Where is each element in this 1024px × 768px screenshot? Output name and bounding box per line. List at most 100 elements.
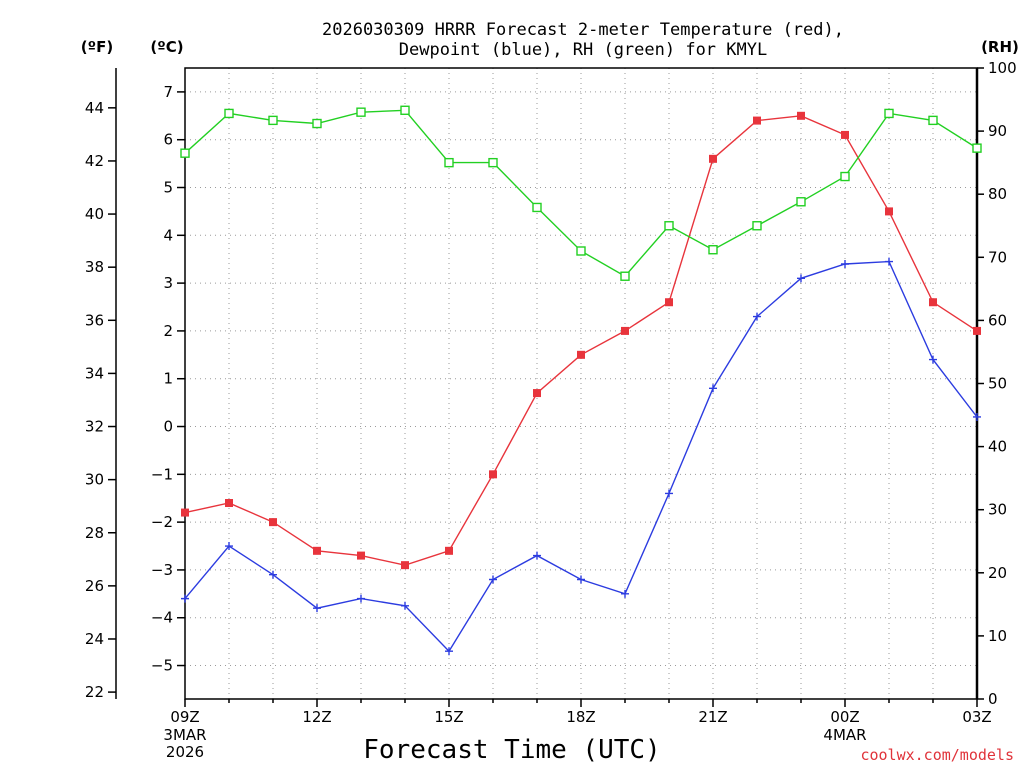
rh-point: [708, 245, 718, 255]
chart-title-line1: 2026030309 HRRR Forecast 2-meter Tempera…: [322, 20, 844, 40]
rh-tick-label: 60: [988, 311, 1007, 329]
temperature-point: [269, 518, 277, 527]
x-tick-label: 18Z: [566, 708, 595, 726]
celsius-tick-label: 1: [163, 370, 173, 388]
dewpoint-point: [885, 257, 893, 266]
temperature-point: [445, 546, 453, 555]
celsius-tick-label: 7: [163, 83, 173, 101]
celsius-tick-label: −5: [151, 657, 173, 675]
dewpoint-point: [577, 575, 585, 584]
dewpoint-point: [533, 551, 541, 560]
x-tick-label: 21Z: [698, 708, 727, 726]
dewpoint-point: [445, 647, 453, 656]
dewpoint-point: [797, 274, 805, 283]
rh-point: [972, 143, 982, 153]
x-tick-label: 15Z: [434, 708, 463, 726]
fahrenheit-tick-label: 24: [85, 630, 104, 648]
dewpoint-point: [753, 312, 761, 321]
fahrenheit-tick-label: 42: [85, 152, 104, 170]
fahrenheit-tick-label: 26: [85, 577, 104, 595]
celsius-tick-label: 4: [163, 226, 173, 244]
celsius-tick-label: 0: [163, 418, 173, 436]
rh-point: [664, 221, 674, 231]
rh-tick-label: 50: [988, 375, 1007, 393]
rh-point: [840, 171, 850, 182]
fahrenheit-tick-label: 22: [85, 683, 104, 701]
rh-point: [444, 157, 454, 168]
temperature-point: [797, 111, 805, 120]
rh-tick-label: 0: [988, 690, 998, 708]
credit-text: coolwx.com/models: [860, 746, 1014, 764]
dewpoint-point: [841, 259, 849, 268]
dewpoint-point: [269, 570, 277, 579]
dewpoint-point: [973, 412, 981, 421]
rh-point: [400, 105, 410, 115]
dewpoint-point: [313, 604, 321, 613]
x-date-label: 4MAR: [823, 726, 866, 744]
dewpoint-point: [489, 575, 497, 584]
celsius-unit-label: (ºC): [150, 38, 183, 56]
rh-point: [884, 108, 894, 119]
celsius-tick-label: −1: [151, 465, 173, 483]
temperature-point: [225, 499, 233, 508]
dewpoint-point: [665, 489, 673, 498]
rh-point: [752, 221, 762, 231]
celsius-tick-label: −4: [151, 609, 173, 627]
temperature-point: [621, 326, 629, 335]
rh-point: [224, 108, 234, 119]
dewpoint-point: [181, 594, 189, 603]
temperature-point: [181, 508, 189, 517]
celsius-tick-label: 3: [163, 274, 173, 292]
grid-lines: [185, 68, 977, 699]
x-tick-label: 12Z: [302, 708, 331, 726]
temperature-point: [973, 326, 981, 335]
rh-point: [928, 115, 938, 126]
fahrenheit-tick-label: 44: [85, 99, 104, 117]
rh-tick-label: 100: [988, 59, 1017, 77]
dewpoint-point: [357, 594, 365, 603]
dewpoint-point: [621, 589, 629, 598]
temperature-point: [841, 130, 849, 139]
celsius-tick-label: 5: [163, 179, 173, 197]
dewpoint-point: [929, 355, 937, 364]
rh-tick-label: 30: [988, 501, 1007, 519]
fahrenheit-tick-label: 36: [85, 311, 104, 329]
dewpoint-point: [709, 384, 717, 393]
rh-tick-label: 40: [988, 438, 1007, 456]
celsius-tick-label: 2: [163, 322, 173, 340]
fahrenheit-tick-label: 34: [85, 364, 104, 382]
dewpoint-point: [225, 542, 233, 551]
temperature-point: [665, 298, 673, 307]
celsius-tick-label: −3: [151, 561, 173, 579]
temperature-point: [357, 551, 365, 560]
rh-tick-label: 90: [988, 122, 1007, 140]
x-tick-label: 03Z: [962, 708, 991, 726]
chart-title-line2: Dewpoint (blue), RH (green) for KMYL: [399, 40, 767, 60]
x-date-label: 3MAR: [163, 726, 206, 744]
fahrenheit-tick-label: 38: [85, 258, 104, 276]
fahrenheit-tick-label: 30: [85, 471, 104, 489]
dewpoint-point: [401, 601, 409, 610]
tick-labels: −5−4−3−2−1012345672224262830323436384042…: [85, 59, 1017, 761]
rh-tick-label: 70: [988, 248, 1007, 266]
axes: [108, 67, 984, 707]
fahrenheit-tick-label: 28: [85, 524, 104, 542]
temperature-point: [401, 561, 409, 570]
rh-point: [312, 118, 322, 129]
x-axis-label: Forecast Time (UTC): [363, 735, 660, 765]
fahrenheit-unit-label: (ºF): [81, 38, 113, 56]
x-tick-label: 09Z: [170, 708, 199, 726]
x-tick-label: 00Z: [830, 708, 859, 726]
temperature-point: [313, 546, 321, 555]
rh-point: [532, 202, 542, 213]
temperature-point: [489, 470, 497, 479]
temperature-point: [885, 207, 893, 216]
rh-tick-label: 20: [988, 564, 1007, 582]
temperature-point: [577, 350, 585, 359]
rh-tick-label: 10: [988, 627, 1007, 645]
rh-point: [268, 115, 278, 126]
rh-point: [488, 157, 498, 168]
temperature-point: [929, 298, 937, 307]
rh-point: [620, 271, 630, 281]
